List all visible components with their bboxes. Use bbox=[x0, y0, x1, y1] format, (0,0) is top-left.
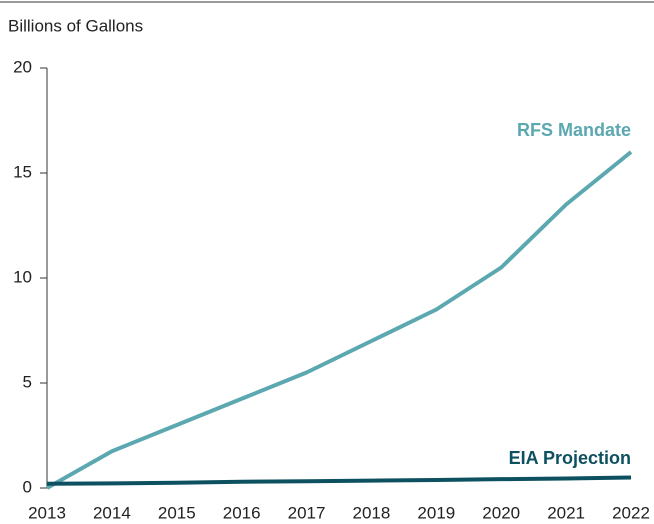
y-tick-label: 0 bbox=[23, 477, 32, 496]
x-tick-label: 2021 bbox=[547, 503, 585, 522]
x-tick-label: 2022 bbox=[612, 503, 650, 522]
y-axis-label: Billions of Gallons bbox=[8, 16, 143, 35]
y-tick-label: 5 bbox=[23, 372, 32, 391]
y-tick-label: 15 bbox=[13, 162, 32, 181]
x-tick-label: 2020 bbox=[482, 503, 520, 522]
x-tick-label: 2016 bbox=[223, 503, 261, 522]
x-tick-label: 2019 bbox=[417, 503, 455, 522]
x-tick-label: 2018 bbox=[353, 503, 391, 522]
series-label: EIA Projection bbox=[509, 448, 631, 468]
series-line bbox=[46, 475, 632, 486]
y-tick-label: 20 bbox=[13, 57, 32, 76]
x-tick-label: 2013 bbox=[28, 503, 66, 522]
series-line bbox=[46, 150, 633, 490]
y-tick-label: 10 bbox=[13, 267, 32, 286]
series-label: RFS Mandate bbox=[517, 120, 631, 140]
x-tick-label: 2014 bbox=[93, 503, 131, 522]
x-tick-label: 2017 bbox=[288, 503, 326, 522]
x-tick-label: 2015 bbox=[158, 503, 196, 522]
